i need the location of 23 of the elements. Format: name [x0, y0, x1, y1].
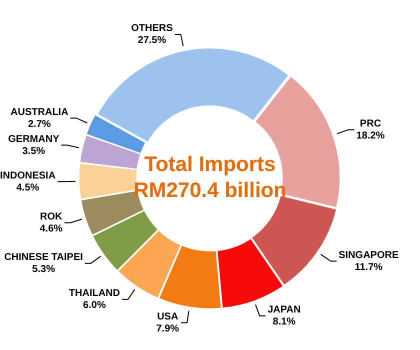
slice-label: USA [157, 311, 178, 322]
slice-label: ROK [40, 212, 63, 223]
slice-label: OTHERS [131, 23, 174, 34]
slice-label: INDONESIA [0, 170, 56, 182]
data-label: 27.5% [138, 35, 166, 46]
data-label: 4.6% [40, 224, 63, 235]
slice-label: CHINESE TAIPEI [4, 252, 84, 264]
data-label: 8.1% [272, 316, 296, 328]
data-label: 2.7% [28, 118, 51, 130]
data-label: 7.9% [156, 323, 180, 334]
data-label: 11.7% [354, 262, 383, 273]
text: Total Imports RM270.4 billion [132, 152, 288, 204]
data-label: 4.5% [16, 182, 40, 194]
data-label: 3.5% [22, 146, 46, 157]
slice-label: AUSTRALIA [10, 106, 68, 118]
slice-label: SINGAPORE [338, 250, 399, 261]
data-label: 5.3% [32, 264, 56, 276]
slice-label: PRC [360, 118, 382, 130]
data-label: 6.0% [83, 300, 106, 312]
slice-label: THAILAND [68, 288, 120, 300]
slice-label: GERMANY [8, 134, 60, 145]
slice-label: JAPAN [268, 304, 301, 316]
data-label: 18.2% [356, 130, 385, 142]
